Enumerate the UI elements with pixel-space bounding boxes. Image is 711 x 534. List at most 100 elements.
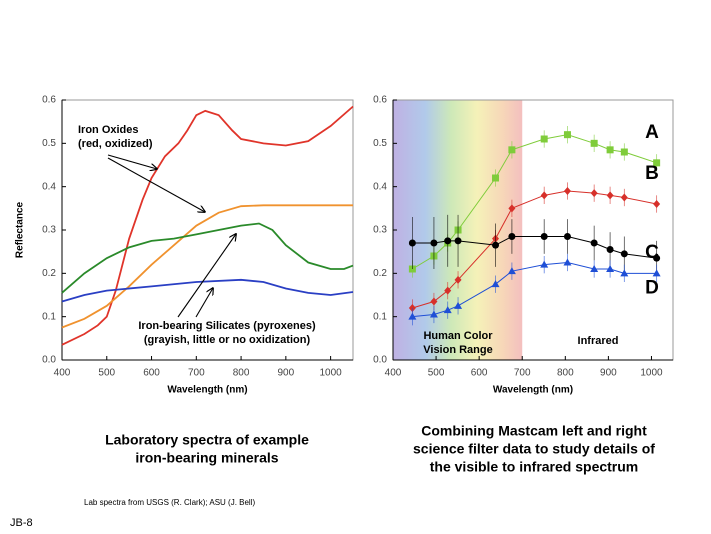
caption: science filter data to study details of bbox=[413, 441, 655, 457]
x-tick-label: 600 bbox=[143, 368, 160, 379]
y-tick-label: 0.6 bbox=[373, 95, 387, 106]
y-tick-label: 0.4 bbox=[42, 181, 56, 192]
annotation: Iron Oxides bbox=[78, 124, 139, 136]
marker bbox=[540, 135, 548, 143]
marker bbox=[620, 148, 628, 156]
y-tick-label: 0.3 bbox=[42, 225, 56, 236]
marker bbox=[508, 233, 516, 240]
content: 0.0 0.1 0.2 0.3 0.4 0.5 0.6 400 500 600 700 800 900 1… bbox=[15, 95, 674, 396]
marker bbox=[508, 204, 516, 213]
marker bbox=[563, 187, 571, 195]
marker bbox=[491, 280, 500, 288]
marker bbox=[590, 139, 598, 147]
series-label: A bbox=[645, 122, 659, 143]
marker bbox=[653, 254, 661, 262]
y-axis-label: Reflectance bbox=[15, 201, 26, 258]
y-tick-label: 0.5 bbox=[373, 138, 387, 149]
marker bbox=[606, 246, 614, 253]
marker bbox=[540, 233, 548, 240]
marker bbox=[606, 191, 614, 200]
y-tick-label: 0.1 bbox=[42, 311, 56, 322]
spectrum-line bbox=[61, 222, 354, 294]
annotation: Infrared bbox=[578, 335, 619, 347]
y-tick-label: 0.0 bbox=[42, 355, 56, 366]
marker bbox=[492, 241, 500, 249]
marker bbox=[653, 159, 661, 167]
caption: Combining Mastcam left and right bbox=[421, 423, 647, 439]
series-label: D bbox=[645, 277, 659, 298]
arrow bbox=[107, 154, 157, 169]
spectrum-line bbox=[61, 204, 353, 329]
marker bbox=[444, 237, 452, 245]
marker bbox=[563, 131, 571, 139]
spectrum-line bbox=[61, 278, 354, 303]
x-tick-label: 900 bbox=[600, 368, 617, 379]
caption: the visible to infrared spectrum bbox=[430, 459, 639, 475]
caption: Laboratory spectra of example bbox=[105, 432, 309, 448]
y-tick-label: 0.1 bbox=[373, 311, 387, 322]
y-tick-label: 0.5 bbox=[42, 138, 56, 149]
x-tick-label: 500 bbox=[98, 368, 115, 379]
x-tick-label: 700 bbox=[188, 368, 205, 379]
marker bbox=[540, 260, 549, 268]
annotation: Vision Range bbox=[423, 344, 492, 356]
x-axis-label: Wavelength (nm) bbox=[493, 385, 573, 396]
marker bbox=[429, 310, 438, 318]
x-tick-label: 1000 bbox=[640, 368, 663, 379]
series-label: C bbox=[645, 242, 659, 263]
marker bbox=[590, 239, 598, 247]
marker bbox=[563, 258, 572, 266]
annotation: Iron-bearing Silicates (pyroxenes) bbox=[138, 320, 316, 332]
arrow bbox=[195, 288, 213, 318]
series-label: B bbox=[645, 163, 659, 184]
x-tick-label: 600 bbox=[471, 368, 488, 379]
arrows bbox=[107, 154, 236, 318]
marker bbox=[454, 301, 463, 309]
marker bbox=[430, 239, 438, 247]
annotation: (grayish, little or no oxidization) bbox=[144, 334, 311, 346]
x-tick-label: 400 bbox=[54, 368, 71, 379]
arrow bbox=[177, 234, 236, 318]
x-tick-label: 400 bbox=[385, 368, 402, 379]
marker bbox=[620, 193, 628, 202]
marker bbox=[408, 312, 417, 320]
marker bbox=[444, 286, 452, 295]
y-tick-label: 0.4 bbox=[373, 181, 387, 192]
marker bbox=[492, 174, 500, 182]
marker bbox=[430, 297, 438, 306]
marker bbox=[508, 146, 516, 154]
marker bbox=[507, 267, 516, 275]
marker bbox=[563, 233, 571, 240]
x-tick-label: 900 bbox=[278, 368, 295, 379]
arrow bbox=[107, 157, 205, 212]
marker bbox=[620, 250, 628, 258]
marker bbox=[620, 269, 629, 277]
marker bbox=[606, 146, 614, 154]
y-tick-label: 0.0 bbox=[373, 355, 387, 366]
annotation: Human Color bbox=[423, 330, 493, 342]
x-tick-label: 800 bbox=[233, 368, 250, 379]
slide-number: JB-8 bbox=[10, 517, 33, 529]
marker bbox=[540, 191, 548, 200]
marker bbox=[454, 237, 462, 245]
y-tick-label: 0.6 bbox=[42, 95, 56, 106]
marker bbox=[590, 189, 598, 198]
marker bbox=[443, 306, 452, 314]
y-tick-label: 0.2 bbox=[373, 268, 387, 279]
marker bbox=[454, 275, 462, 284]
x-axis-label: Wavelength (nm) bbox=[167, 385, 247, 396]
spectrum-line bbox=[61, 105, 354, 346]
annotation: (red, oxidized) bbox=[78, 138, 153, 150]
marker bbox=[606, 265, 615, 272]
x-tick-label: 700 bbox=[514, 368, 531, 379]
footer: Lab spectra from USGS (R. Clark); ASU (J… bbox=[84, 498, 255, 507]
marker bbox=[408, 239, 416, 247]
y-tick-label: 0.2 bbox=[42, 268, 56, 279]
caption: iron-bearing minerals bbox=[135, 450, 278, 466]
y-tick-label: 0.3 bbox=[373, 225, 387, 236]
marker bbox=[652, 269, 661, 277]
x-tick-label: 800 bbox=[557, 368, 574, 379]
marker bbox=[590, 265, 599, 272]
x-tick-label: 500 bbox=[428, 368, 445, 379]
